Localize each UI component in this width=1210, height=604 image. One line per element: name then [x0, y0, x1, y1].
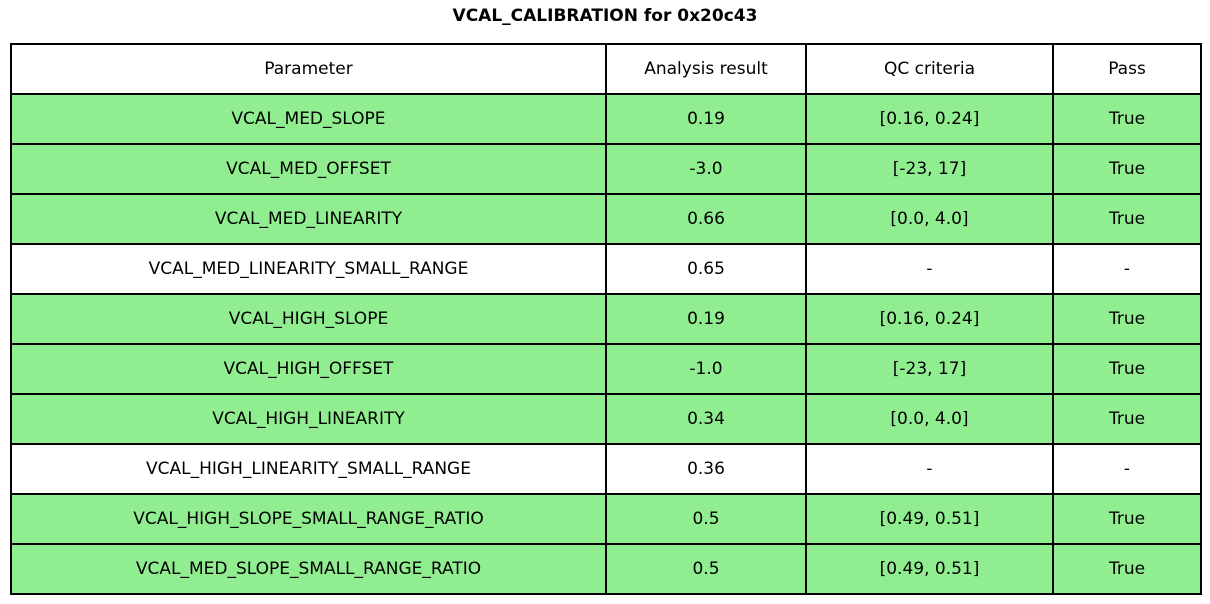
table-row: VCAL_MED_OFFSET -3.0 [-23, 17] True: [10, 143, 1202, 195]
pass-cell: True: [1052, 393, 1202, 445]
table-row: VCAL_MED_LINEARITY 0.66 [0.0, 4.0] True: [10, 193, 1202, 245]
qc-criteria-cell: [0.16, 0.24]: [805, 93, 1054, 145]
analysis-result-cell: 0.5: [605, 543, 807, 595]
analysis-result-cell: 0.19: [605, 293, 807, 345]
qc-criteria-cell: [0.16, 0.24]: [805, 293, 1054, 345]
pass-cell: -: [1052, 243, 1202, 295]
pass-cell: -: [1052, 443, 1202, 495]
pass-cell: True: [1052, 343, 1202, 395]
parameter-cell: VCAL_HIGH_LINEARITY: [10, 393, 607, 445]
analysis-result-cell: 0.66: [605, 193, 807, 245]
table-row: VCAL_HIGH_SLOPE 0.19 [0.16, 0.24] True: [10, 293, 1202, 345]
parameter-cell: VCAL_HIGH_SLOPE_SMALL_RANGE_RATIO: [10, 493, 607, 545]
parameter-cell: VCAL_HIGH_SLOPE: [10, 293, 607, 345]
pass-cell: True: [1052, 143, 1202, 195]
parameter-cell: VCAL_MED_OFFSET: [10, 143, 607, 195]
qc-criteria-cell: [-23, 17]: [805, 343, 1054, 395]
pass-cell: True: [1052, 93, 1202, 145]
parameter-cell: VCAL_MED_LINEARITY: [10, 193, 607, 245]
qc-criteria-cell: -: [805, 443, 1054, 495]
qc-criteria-cell: [-23, 17]: [805, 143, 1054, 195]
analysis-result-cell: 0.34: [605, 393, 807, 445]
parameter-cell: VCAL_HIGH_LINEARITY_SMALL_RANGE: [10, 443, 607, 495]
table-row: VCAL_HIGH_SLOPE_SMALL_RANGE_RATIO 0.5 [0.4…: [10, 493, 1202, 545]
pass-cell: True: [1052, 193, 1202, 245]
pass-cell: True: [1052, 493, 1202, 545]
parameter-cell: VCAL_MED_SLOPE: [10, 93, 607, 145]
column-header-parameter: Parameter: [10, 43, 607, 95]
qc-criteria-cell: [0.0, 4.0]: [805, 393, 1054, 445]
pass-cell: True: [1052, 543, 1202, 595]
column-header-analysis-result: Analysis result: [605, 43, 807, 95]
column-header-qc-criteria: QC criteria: [805, 43, 1054, 95]
table-row: VCAL_MED_SLOPE_SMALL_RANGE_RATIO 0.5 [0.49…: [10, 543, 1202, 595]
analysis-result-cell: 0.5: [605, 493, 807, 545]
qc-results-table: Parameter Analysis result QC criteria Pa…: [10, 43, 1202, 595]
analysis-result-cell: 0.36: [605, 443, 807, 495]
qc-criteria-cell: [0.49, 0.51]: [805, 543, 1054, 595]
column-header-pass: Pass: [1052, 43, 1202, 95]
qc-criteria-cell: -: [805, 243, 1054, 295]
parameter-cell: VCAL_HIGH_OFFSET: [10, 343, 607, 395]
analysis-result-cell: -1.0: [605, 343, 807, 395]
table-row: VCAL_HIGH_OFFSET -1.0 [-23, 17] True: [10, 343, 1202, 395]
parameter-cell: VCAL_MED_LINEARITY_SMALL_RANGE: [10, 243, 607, 295]
table-row: VCAL_MED_SLOPE 0.19 [0.16, 0.24] True: [10, 93, 1202, 145]
table-row: VCAL_MED_LINEARITY_SMALL_RANGE 0.65- -: [10, 243, 1202, 295]
table-body: VCAL_MED_SLOPE 0.19 [0.16, 0.24] True VCAL_M…: [10, 93, 1202, 595]
analysis-result-cell: 0.65: [605, 243, 807, 295]
parameter-cell: VCAL_MED_SLOPE_SMALL_RANGE_RATIO: [10, 543, 607, 595]
table-row: VCAL_HIGH_LINEARITY_SMALL_RANGE 0.36- -: [10, 443, 1202, 495]
qc-criteria-cell: [0.0, 4.0]: [805, 193, 1054, 245]
analysis-result-cell: -3.0: [605, 143, 807, 195]
table-row: VCAL_HIGH_LINEARITY 0.34 [0.0, 4.0] True: [10, 393, 1202, 445]
pass-cell: True: [1052, 293, 1202, 345]
table-header-row: Parameter Analysis result QC criteria Pa…: [10, 43, 1202, 95]
qc-criteria-cell: [0.49, 0.51]: [805, 493, 1054, 545]
analysis-result-cell: 0.19: [605, 93, 807, 145]
page-title: VCAL_CALIBRATION for 0x20c43: [452, 6, 758, 26]
